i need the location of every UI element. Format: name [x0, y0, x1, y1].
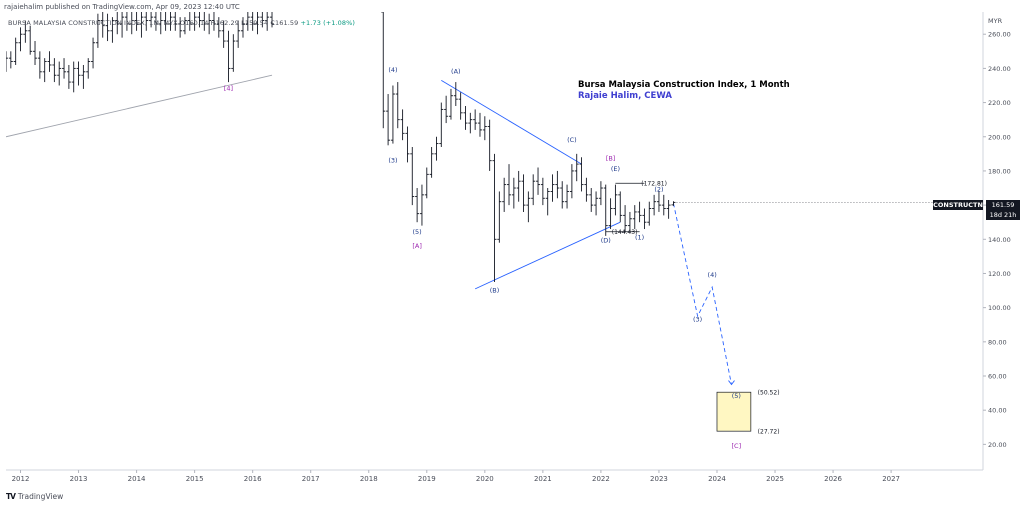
price-tag-countdown: 18d 21h: [989, 211, 1017, 219]
wave-label: (E): [611, 165, 620, 173]
wave-label: [4]: [224, 85, 233, 93]
tradingview-brand[interactable]: TV TradingView: [6, 492, 63, 501]
level-label: (27.72): [758, 429, 780, 436]
y-tick-label: 180.00: [988, 167, 1011, 175]
chart-annotation-author: Rajaie Halim, CEWA: [578, 91, 672, 101]
trendline: [6, 74, 273, 138]
x-tick-label: 2023: [650, 475, 668, 483]
target-zone-box: [716, 391, 752, 432]
x-tick-label: 2025: [766, 475, 784, 483]
x-tick-label: 2012: [12, 475, 30, 483]
wave-label: [C]: [732, 442, 742, 450]
x-tick-label: 2022: [592, 475, 610, 483]
x-tick-label: 2018: [360, 475, 378, 483]
trendline: [474, 221, 621, 290]
y-tick-label: 80.00: [988, 338, 1007, 346]
projection-path: [673, 203, 732, 385]
level-label: (50.52): [758, 390, 780, 397]
projection-arrowhead: [728, 380, 735, 386]
x-tick-label: 2019: [418, 475, 436, 483]
y-axis-unit: MYR: [988, 17, 1003, 25]
wave-label: (A): [451, 68, 461, 76]
x-tick-label: 2020: [476, 475, 494, 483]
trendline: [441, 79, 582, 165]
y-tick-label: 240.00: [988, 65, 1011, 73]
publish-info: rajaiehalim published on TradingView.com…: [4, 3, 240, 11]
x-tick-label: 2026: [824, 475, 842, 483]
wave-label: (5): [413, 228, 422, 236]
wave-label: (C): [567, 136, 577, 144]
y-tick-label: 220.00: [988, 99, 1011, 107]
y-tick-label: 20.00: [988, 441, 1007, 449]
x-tick-label: 2017: [302, 475, 320, 483]
wave-label: (3): [693, 315, 702, 323]
tradingview-logo-icon: TV: [6, 492, 16, 501]
level-label: (172.81): [641, 181, 667, 188]
wave-label: (4): [388, 66, 397, 74]
level-label: (144.43): [612, 229, 638, 236]
chart-annotation-title: Bursa Malaysia Construction Index, 1 Mon…: [578, 80, 790, 90]
price-tag-values: 161.59 18d 21h: [986, 200, 1020, 220]
y-tick-label: 40.00: [988, 407, 1007, 415]
wave-label: (B): [490, 286, 500, 294]
symbol-ohlc-line: BURSA MALAYSIA CONSTRUCTION INDEX, 1M, M…: [8, 19, 355, 27]
price-tag-price: 161.59: [991, 201, 1015, 209]
x-tick-label: 2021: [534, 475, 552, 483]
y-tick-label: 100.00: [988, 304, 1011, 312]
wave-label: (1): [635, 233, 644, 241]
symbol-ohlc-text: BURSA MALAYSIA CONSTRUCTION INDEX, 1M, M…: [8, 19, 299, 27]
y-tick-label: 140.00: [988, 236, 1011, 244]
wave-label: [A]: [412, 242, 422, 250]
x-tick-label: 2016: [244, 475, 262, 483]
y-tick-label: 200.00: [988, 133, 1011, 141]
wave-label: (2): [654, 185, 663, 193]
x-tick-label: 2027: [882, 475, 900, 483]
last-price-tag: CONSTRUCTN 161.59 18d 21h: [933, 200, 1020, 220]
wave-label: (D): [601, 237, 611, 245]
wave-label: (4): [708, 271, 717, 279]
x-tick-label: 2013: [70, 475, 88, 483]
y-tick-label: 260.00: [988, 31, 1011, 39]
price-change: +1.73 (+1.08%): [300, 19, 356, 27]
wave-label: (3): [388, 156, 397, 164]
brand-text: TradingView: [17, 492, 64, 501]
x-tick-label: 2015: [186, 475, 204, 483]
y-tick-label: 60.00: [988, 373, 1007, 381]
y-tick-label: 120.00: [988, 270, 1011, 278]
wave-label: (5): [732, 392, 741, 400]
x-tick-label: 2024: [708, 475, 726, 483]
wave-label: [B]: [606, 155, 616, 163]
price-tag-symbol: CONSTRUCTN: [933, 200, 983, 210]
x-tick-label: 2014: [128, 475, 146, 483]
